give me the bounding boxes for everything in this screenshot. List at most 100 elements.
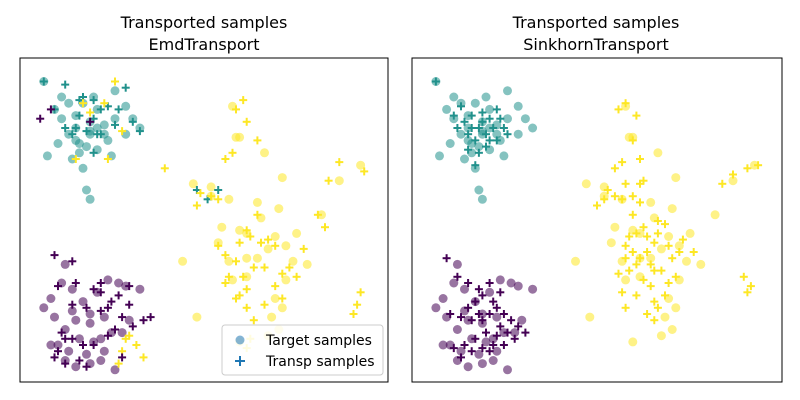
chart-title-sinkhorn-line2: SinkhornTransport — [523, 35, 668, 54]
transp-sample-point-purple-11 — [467, 316, 476, 325]
transp-sample-point-purple-27 — [489, 341, 498, 349]
plot-area-sinkhorn — [431, 77, 763, 375]
target-sample-point-purple-32 — [460, 284, 469, 294]
transp-sample-point-yellow-5 — [610, 164, 619, 173]
transp-sample-point-purple-12 — [478, 316, 487, 325]
target-sample-point-teal-34 — [42, 151, 52, 161]
transp-sample-point-purple-0 — [442, 254, 451, 263]
transp-sample-point-purple-26 — [478, 344, 487, 353]
target-sample-point-yellow-27 — [270, 294, 280, 303]
transp-sample-point-purple-9 — [118, 313, 127, 322]
target-sample-point-purple-31 — [438, 340, 448, 350]
transp-sample-point-yellow-29 — [678, 235, 687, 244]
transp-sample-point-yellow-32 — [335, 158, 344, 167]
transp-sample-point-purple-29 — [510, 334, 519, 343]
target-sample-point-yellow-24 — [621, 275, 631, 285]
legend-circle-marker-icon — [235, 335, 245, 345]
target-sample-point-teal-19 — [481, 92, 491, 102]
transp-sample-point-purple-28 — [125, 300, 134, 309]
transp-sample-point-yellow-12 — [625, 232, 634, 241]
transp-sample-point-yellow-17 — [235, 238, 244, 247]
transp-sample-point-yellow-4 — [636, 155, 644, 163]
transp-sample-point-purple-5 — [71, 279, 80, 287]
transp-sample-point-yellow-36 — [754, 161, 763, 170]
target-sample-point-yellow-19 — [667, 204, 677, 214]
target-sample-point-purple-2 — [46, 294, 56, 303]
transp-sample-point-yellow-35 — [353, 300, 362, 309]
transp-sample-point-yellow-0 — [621, 99, 630, 108]
target-sample-point-teal-16 — [460, 154, 469, 164]
target-sample-point-purple-25 — [135, 284, 145, 294]
transp-sample-point-purple-15 — [499, 310, 508, 318]
target-sample-point-teal-21 — [513, 101, 523, 111]
transp-sample-point-yellow-42 — [621, 254, 630, 263]
legend-label-transp: Transp samples — [265, 354, 375, 370]
target-sample-point-purple-11 — [96, 334, 106, 344]
transp-sample-point-yellow-39 — [239, 272, 248, 281]
target-sample-point-yellow-13 — [656, 244, 666, 254]
target-sample-point-yellow-31 — [356, 160, 366, 170]
target-sample-point-teal-5 — [470, 98, 480, 108]
transp-sample-point-purple-19 — [50, 353, 59, 362]
transp-sample-point-purple-22 — [460, 341, 469, 349]
target-sample-point-yellow-36 — [585, 312, 595, 322]
transp-sample-point-yellow-45 — [593, 201, 601, 210]
transp-sample-point-yellow-0 — [79, 99, 87, 108]
transp-sample-point-yellow-6 — [86, 108, 95, 117]
target-sample-point-yellow-6 — [260, 148, 269, 158]
axes-frame-sinkhorn — [411, 57, 783, 383]
transp-sample-point-yellow-48 — [214, 241, 223, 250]
target-sample-point-teal-34 — [435, 151, 444, 161]
target-sample-point-teal-30 — [82, 185, 91, 195]
transp-sample-point-yellow-2 — [632, 111, 641, 120]
legend-box — [221, 324, 384, 376]
target-sample-point-yellow-11 — [606, 238, 616, 248]
transp-sample-point-yellow-44 — [600, 195, 609, 204]
transp-sample-point-yellow-14 — [639, 223, 648, 232]
transp-sample-point-purple-22 — [82, 362, 91, 371]
transp-sample-point-purple-21 — [471, 334, 480, 343]
target-sample-point-purple-14 — [82, 349, 91, 359]
transp-sample-point-yellow-2 — [111, 77, 119, 86]
transp-sample-point-yellow-9 — [618, 195, 627, 204]
transp-sample-point-purple-0 — [36, 114, 45, 123]
target-sample-point-purple-21 — [96, 356, 106, 365]
transp-sample-point-yellow-51 — [618, 288, 627, 297]
transp-sample-point-yellow-19 — [643, 248, 652, 256]
transp-sample-point-yellow-59 — [650, 316, 659, 325]
transp-sample-point-yellow-27 — [675, 248, 684, 256]
target-sample-point-yellow-37 — [628, 337, 638, 347]
legend: Target samples Transp samples — [221, 324, 384, 376]
transp-sample-point-purple-34 — [54, 282, 62, 291]
transp-sample-point-purple-30 — [521, 328, 530, 337]
transp-sample-point-teal-1 — [457, 102, 465, 111]
transp-sample-point-yellow-13 — [643, 232, 652, 241]
target-sample-point-purple-0 — [60, 259, 70, 269]
transp-sample-point-teal-23 — [68, 130, 77, 139]
transp-sample-point-teal-24 — [464, 145, 473, 154]
target-sample-point-yellow-38 — [656, 331, 666, 341]
target-sample-point-teal-7 — [442, 104, 452, 114]
target-sample-point-teal-8 — [110, 114, 120, 124]
transp-sample-point-teal-20 — [214, 186, 223, 194]
target-sample-point-teal-17 — [53, 139, 63, 148]
transp-sample-point-teal-13 — [75, 111, 84, 120]
transp-sample-point-yellow-32 — [653, 217, 662, 225]
target-sample-point-yellow-22 — [242, 253, 252, 263]
transp-sample-point-purple-6 — [478, 291, 487, 300]
target-sample-point-yellow-16 — [710, 210, 720, 220]
transp-sample-point-purple-33 — [485, 347, 494, 356]
transp-sample-point-yellow-30 — [313, 210, 322, 219]
transp-sample-point-teal-2 — [61, 124, 70, 132]
transp-sample-point-yellow-17 — [621, 241, 630, 250]
transp-sample-point-yellow-3 — [628, 136, 637, 145]
target-sample-point-purple-32 — [67, 284, 77, 294]
transp-sample-point-yellow-57 — [661, 291, 669, 300]
transp-sample-point-yellow-40 — [625, 266, 634, 275]
transp-sample-point-yellow-13 — [221, 155, 230, 163]
transp-sample-point-yellow-33 — [718, 179, 727, 188]
target-sample-point-yellow-34 — [231, 132, 241, 142]
target-sample-point-yellow-32 — [728, 176, 738, 186]
transp-sample-point-purple-32 — [125, 282, 134, 291]
target-sample-point-teal-35 — [463, 135, 473, 145]
